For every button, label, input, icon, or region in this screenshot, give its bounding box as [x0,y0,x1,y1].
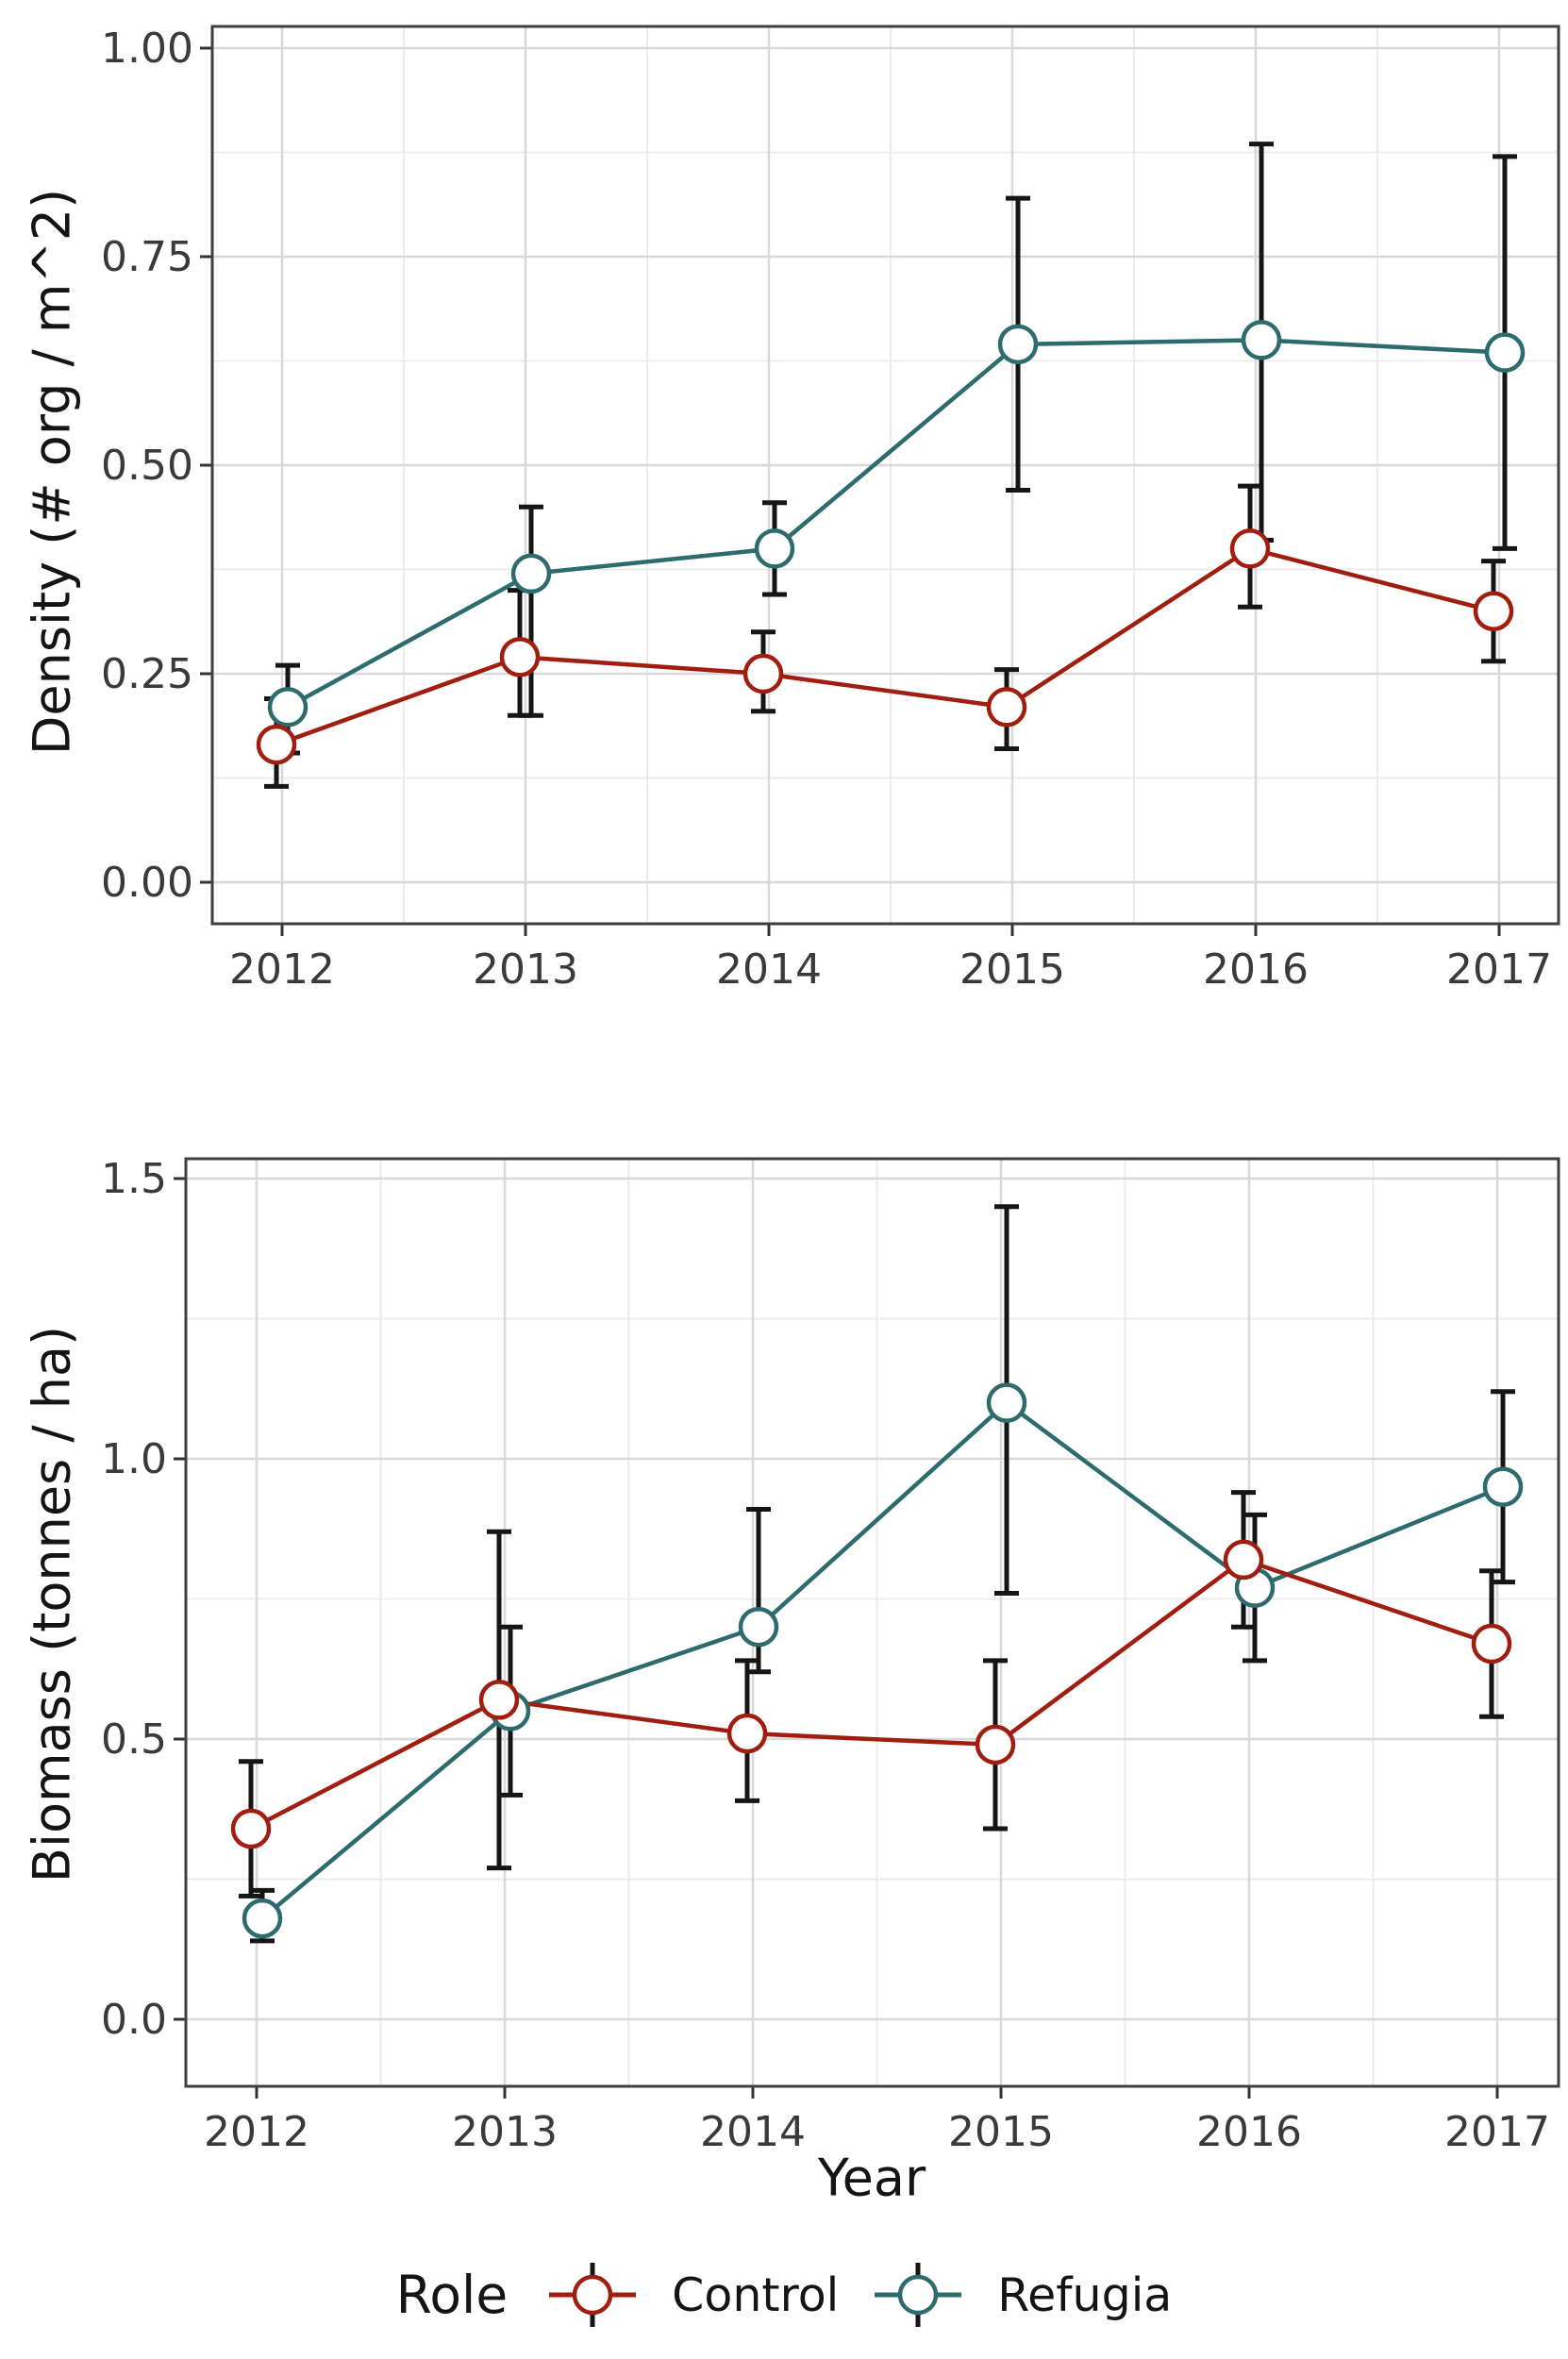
density-y-axis-title: Density (# org / m^2) [22,188,82,756]
legend-key-control-icon [549,2263,637,2327]
svg-text:2013: 2013 [473,945,578,994]
svg-text:2014: 2014 [716,945,822,994]
svg-text:0.00: 0.00 [101,859,193,907]
legend-title: Role [395,2265,509,2325]
svg-text:1.0: 1.0 [101,1435,167,1483]
svg-text:0.0: 0.0 [101,1996,167,2044]
svg-text:0.50: 0.50 [101,442,193,490]
svg-text:1.00: 1.00 [101,25,193,73]
errorbars-refugia [275,142,1517,756]
axis-ticks [174,1177,1499,2099]
svg-text:2016: 2016 [1196,2108,1302,2156]
biomass-y-axis-title: Biomass (tonnes / ha) [22,1325,82,1883]
svg-text:2016: 2016 [1203,945,1309,994]
density-chart: 2012 2013 2014 2015 2016 2017 0.00 0.25 0.50 0.75… [101,25,1560,994]
panel-border [210,25,1560,926]
series-line-control [275,545,1494,747]
svg-text:2012: 2012 [204,2108,309,2156]
axis-ticks [200,46,1501,936]
svg-text:2017: 2017 [1444,2108,1550,2156]
svg-text:2015: 2015 [948,2108,1054,2156]
biomass-chart: 2012 2013 2014 2015 2016 2017 0.0 0.5 1.0 1.5 [101,1155,1560,2156]
points-control [230,1539,1512,1849]
svg-text:0.5: 0.5 [101,1715,167,1764]
svg-text:0.75: 0.75 [101,233,193,281]
axis-tick-labels: 2012 2013 2014 2015 2016 2017 0.00 0.25 0.50 0.75… [101,25,1552,994]
panel-border [184,1157,1560,2088]
svg-text:2013: 2013 [452,2108,558,2156]
points-refugia [267,320,1526,728]
points-refugia [242,1382,1524,1939]
svg-text:2017: 2017 [1446,945,1552,994]
svg-text:2015: 2015 [959,945,1065,994]
axis-tick-labels: 2012 2013 2014 2015 2016 2017 0.0 0.5 1.0 1.5 [101,1155,1550,2156]
gridlines [212,26,1559,924]
svg-text:2014: 2014 [700,2108,806,2156]
x-axis-title: Year [817,2148,926,2208]
svg-text:0.25: 0.25 [101,650,193,698]
legend: Role Control Refugia [0,2255,1568,2334]
series-line-control [249,1557,1493,1832]
points-control [256,528,1514,765]
svg-text:2012: 2012 [229,945,335,994]
series-line-refugia [286,338,1506,710]
legend-label-control: Control [672,2267,840,2322]
gridlines [186,1159,1559,2086]
legend-key-refugia-icon [875,2263,962,2327]
legend-label-refugia: Refugia [997,2267,1173,2322]
svg-text:1.5: 1.5 [101,1155,167,1203]
series-line-refugia [260,1399,1504,1920]
